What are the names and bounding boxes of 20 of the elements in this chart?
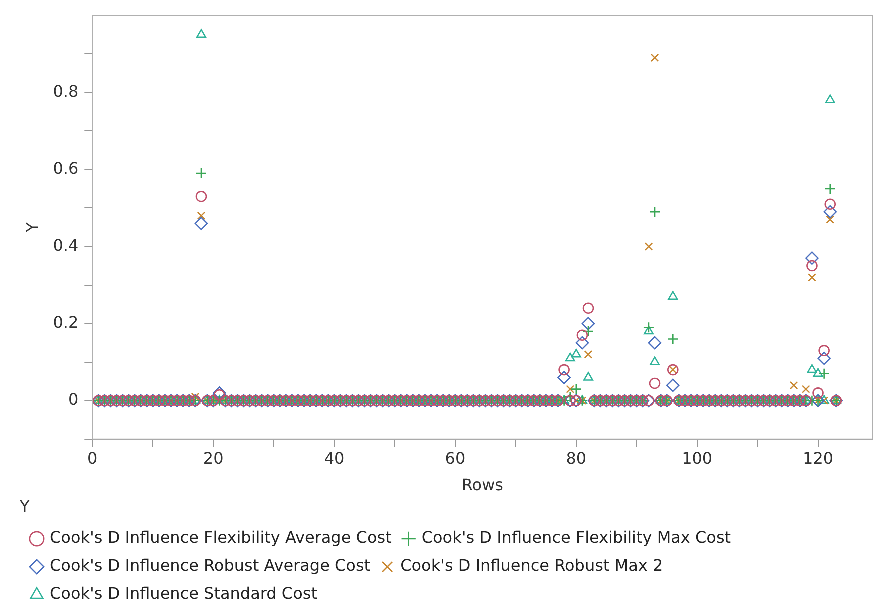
legend-label: Cook's D Influence Standard Cost <box>50 584 318 604</box>
x-tick-label: 60 <box>445 449 466 468</box>
x-tick-label: 20 <box>203 449 224 468</box>
legend-label: Cook's D Influence Flexibility Max Cost <box>422 528 732 548</box>
x-axis-title: Rows <box>462 475 504 494</box>
legend-label: Cook's D Influence Flexibility Average Cost <box>50 528 392 548</box>
y-tick-label: 0.4 <box>53 236 79 255</box>
y-axis-title: Y <box>22 222 42 234</box>
legend-label: Cook's D Influence Robust Max 2 <box>400 556 664 576</box>
y-tick-label: 0.8 <box>53 82 79 101</box>
y-tick-label: 0.6 <box>53 158 79 178</box>
y-tick-label: 0 <box>68 390 79 410</box>
x-tick-label: 80 <box>566 449 587 468</box>
x-tick-label: 120 <box>803 449 834 468</box>
x-tick-label: 40 <box>324 449 345 468</box>
y-tick-label: 0.2 <box>53 312 79 332</box>
legend-label: Cook's D Influence Robust Average Cost <box>50 556 371 576</box>
x-tick-label: 100 <box>682 449 713 468</box>
legend-title: Y <box>19 496 30 516</box>
x-tick-label: 0 <box>88 449 98 468</box>
